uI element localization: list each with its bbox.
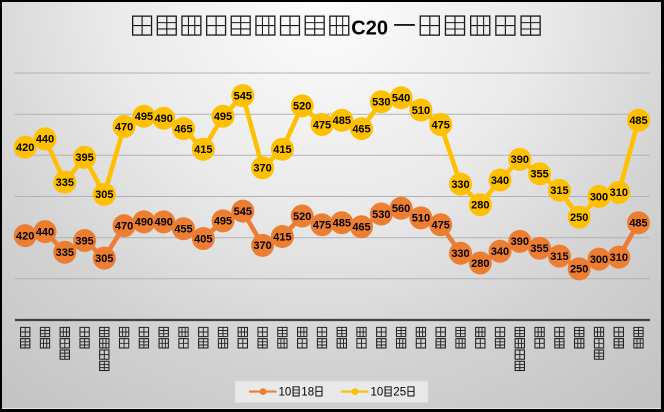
svg-text:545: 545 — [234, 90, 252, 102]
svg-text:250: 250 — [570, 264, 588, 276]
svg-text:490: 490 — [155, 113, 173, 125]
svg-text:495: 495 — [214, 216, 232, 228]
svg-text:10: 10 — [371, 387, 384, 399]
svg-text:415: 415 — [194, 144, 212, 156]
svg-text:490: 490 — [155, 217, 173, 229]
svg-text:C20: C20 — [351, 17, 388, 39]
svg-text:470: 470 — [115, 221, 133, 233]
svg-text:495: 495 — [214, 111, 232, 123]
svg-text:420: 420 — [16, 230, 34, 242]
svg-text:530: 530 — [372, 97, 390, 109]
svg-text:315: 315 — [550, 185, 568, 197]
svg-text:310: 310 — [610, 187, 628, 199]
svg-text:510: 510 — [412, 105, 430, 117]
svg-text:465: 465 — [174, 123, 192, 135]
svg-text:25: 25 — [393, 387, 406, 399]
svg-text:370: 370 — [253, 163, 271, 175]
svg-text:465: 465 — [352, 222, 370, 234]
svg-text:330: 330 — [451, 248, 469, 260]
svg-text:485: 485 — [629, 218, 647, 230]
svg-text:330: 330 — [451, 179, 469, 191]
svg-text:465: 465 — [352, 123, 370, 135]
svg-text:305: 305 — [95, 189, 113, 201]
svg-text:250: 250 — [570, 212, 588, 224]
svg-text:440: 440 — [36, 226, 54, 238]
svg-text:510: 510 — [412, 213, 430, 225]
svg-text:560: 560 — [392, 203, 410, 215]
svg-text:280: 280 — [471, 200, 489, 212]
svg-text:300: 300 — [590, 254, 608, 266]
svg-text:370: 370 — [253, 240, 271, 252]
svg-text:530: 530 — [372, 209, 390, 221]
svg-text:340: 340 — [491, 175, 509, 187]
svg-text:415: 415 — [273, 231, 291, 243]
svg-text:305: 305 — [95, 253, 113, 265]
svg-text:485: 485 — [629, 115, 647, 127]
svg-text:315: 315 — [550, 251, 568, 263]
svg-text:470: 470 — [115, 121, 133, 133]
svg-text:395: 395 — [75, 152, 93, 164]
svg-text:455: 455 — [174, 224, 192, 236]
svg-text:355: 355 — [530, 169, 548, 181]
svg-text:475: 475 — [313, 119, 331, 131]
svg-text:10: 10 — [279, 387, 292, 399]
svg-text:485: 485 — [333, 115, 351, 127]
svg-text:475: 475 — [432, 220, 450, 232]
svg-text:395: 395 — [75, 235, 93, 247]
svg-text:18: 18 — [301, 387, 314, 399]
svg-text:340: 340 — [491, 246, 509, 258]
svg-text:490: 490 — [135, 217, 153, 229]
svg-text:335: 335 — [56, 247, 74, 259]
svg-text:440: 440 — [36, 134, 54, 146]
svg-text:420: 420 — [16, 142, 34, 154]
svg-text:280: 280 — [471, 258, 489, 270]
svg-text:540: 540 — [392, 93, 410, 105]
svg-text:355: 355 — [530, 243, 548, 255]
svg-text:335: 335 — [56, 177, 74, 189]
svg-text:310: 310 — [610, 252, 628, 264]
svg-text:485: 485 — [333, 218, 351, 230]
svg-text:405: 405 — [194, 233, 212, 245]
svg-text:390: 390 — [511, 154, 529, 166]
svg-text:300: 300 — [590, 191, 608, 203]
svg-text:390: 390 — [511, 236, 529, 248]
svg-text:495: 495 — [135, 111, 153, 123]
svg-text:545: 545 — [234, 206, 252, 218]
svg-text:415: 415 — [273, 144, 291, 156]
svg-text:520: 520 — [293, 211, 311, 223]
svg-text:520: 520 — [293, 101, 311, 113]
svg-text:475: 475 — [313, 220, 331, 232]
svg-text:475: 475 — [432, 119, 450, 131]
